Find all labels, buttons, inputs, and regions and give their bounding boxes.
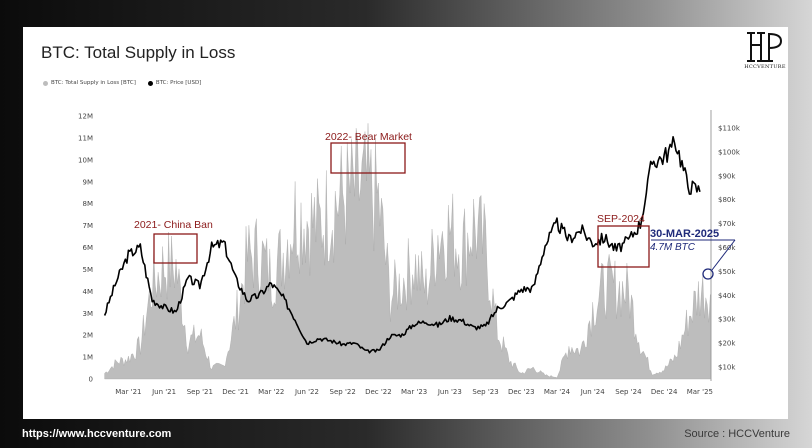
- x-axis-tick-label: Jun '24: [580, 388, 606, 396]
- x-axis-tick-label: Jun '22: [294, 388, 319, 396]
- x-axis-tick-label: Sep '21: [187, 388, 213, 396]
- annotation-box-china-ban: [153, 233, 198, 264]
- x-axis-tick-label: Mar '22: [258, 388, 284, 396]
- annotation-circle-mar-2025: [702, 268, 714, 280]
- right-axis-tick-label: $50k: [718, 268, 736, 276]
- legend-label-supply-loss: BTC: Total Supply in Loss [BTC]: [51, 80, 136, 86]
- right-axis-tick-label: $90k: [718, 172, 736, 180]
- right-y-axis: $10k $20k $30k $40k $50k $60k $70k $80k $90k $100…: [710, 110, 741, 381]
- right-axis-tick-label: $60k: [718, 244, 736, 252]
- annotation-label-4-7m-btc: 4.7M BTC: [650, 242, 696, 253]
- left-axis-tick-label: 10M: [78, 156, 93, 164]
- right-axis-tick-label: $70k: [718, 220, 736, 228]
- annotation-box-bear-market: [330, 142, 406, 174]
- x-axis-tick-label: Dec '22: [365, 388, 392, 396]
- x-axis-tick-label: Sep '24: [615, 388, 642, 396]
- right-axis-tick-label: $110k: [718, 124, 741, 132]
- legend-item-supply-loss[interactable]: BTC: Total Supply in Loss [BTC]: [43, 80, 136, 86]
- annotation-label-bear-market: 2022- Bear Market: [325, 131, 412, 143]
- chart-legend: BTC: Total Supply in Loss [BTC] BTC: Pri…: [43, 80, 201, 86]
- left-axis-tick-label: 4M: [83, 288, 94, 296]
- annotation-mar-2025: 30-MAR-2025 4.7M BTC: [650, 228, 736, 280]
- left-axis-tick-label: 12M: [78, 113, 93, 121]
- annotation-bear-market: 2022- Bear Market: [325, 131, 412, 174]
- chart-card: BTC: Total Supply in Loss HCCVENTURE BTC…: [23, 27, 788, 419]
- supply-in-loss-area-layer: [104, 123, 711, 380]
- hcc-logo: HCCVENTURE: [743, 31, 787, 71]
- logo-wordmark: HCCVENTURE: [744, 64, 786, 70]
- footer-source: Source : HCCVenture: [684, 428, 790, 440]
- legend-swatch-price: [147, 80, 153, 86]
- right-axis-tick-label: $80k: [718, 196, 736, 204]
- price-line-layer: [103, 136, 701, 354]
- x-axis-tick-label: Mar '24: [544, 388, 571, 396]
- left-axis-tick-label: 8M: [83, 200, 94, 208]
- left-axis-tick-label: 7M: [83, 222, 94, 230]
- left-axis-tick-label: 6M: [83, 244, 94, 252]
- annotation-pointer-mar-2025: [711, 239, 736, 271]
- right-axis-tick-label: $20k: [718, 340, 736, 348]
- chart-title: BTC: Total Supply in Loss: [41, 43, 236, 62]
- left-axis-tick-label: 1M: [83, 354, 94, 362]
- x-axis-tick-label: Dec '21: [222, 388, 249, 396]
- supply-in-loss-area: [104, 123, 711, 380]
- annotation-label-sep-2024: SEP-2024: [597, 213, 645, 225]
- left-axis-tick-label: 0: [89, 376, 93, 384]
- right-axis-tick-label: $40k: [718, 292, 736, 300]
- left-y-axis: 0 1M 2M 3M 4M 5M 6M 7M 8M 9M 10M 11M 12M: [78, 113, 93, 384]
- annotation-china-ban: 2021- China Ban: [134, 219, 213, 264]
- left-axis-tick-label: 5M: [83, 266, 94, 274]
- annotation-label-mar-2025: 30-MAR-2025: [650, 228, 719, 240]
- legend-label-price: BTC: Price [USD]: [155, 80, 202, 86]
- x-axis-tick-label: Sep '23: [472, 388, 498, 396]
- annotation-box-sep-2024: [597, 225, 650, 268]
- x-axis-tick-label: Jun '21: [151, 388, 176, 396]
- left-axis-tick-label: 2M: [83, 332, 94, 340]
- footer-website-link[interactable]: https://www.hccventure.com: [22, 428, 172, 440]
- price-line: [103, 136, 701, 354]
- right-axis-tick-label: $10k: [718, 364, 736, 372]
- left-axis-tick-label: 11M: [78, 134, 93, 142]
- legend-item-price[interactable]: BTC: Price [USD]: [147, 80, 202, 86]
- right-axis-tick-label: $30k: [718, 316, 736, 324]
- left-axis-tick-label: 9M: [83, 178, 94, 186]
- x-axis-tick-label: Mar '23: [401, 388, 427, 396]
- x-axis: Mar '21 Jun '21 Sep '21 Dec '21 Mar '22 Jun '…: [115, 388, 713, 396]
- legend-swatch-supply-loss: [43, 80, 48, 86]
- annotation-sep-2024: SEP-2024: [597, 213, 650, 268]
- left-axis-tick-label: 3M: [83, 310, 94, 318]
- hcc-monogram-logo-icon: [747, 32, 783, 62]
- supply-in-loss-chart: 0 1M 2M 3M 4M 5M 6M 7M 8M 9M 10M 11M 12M $10k $20k $30…: [78, 110, 741, 396]
- x-axis-tick-label: Mar '21: [115, 388, 141, 396]
- x-axis-tick-label: Mar '25: [687, 388, 713, 396]
- right-axis-tick-label: $100k: [718, 148, 741, 156]
- annotation-label-china-ban: 2021- China Ban: [134, 219, 213, 231]
- x-axis-tick-label: Dec '24: [651, 388, 678, 396]
- x-axis-tick-label: Jun '23: [437, 388, 462, 396]
- x-axis-tick-label: Dec '23: [508, 388, 535, 396]
- x-axis-tick-label: Sep '22: [330, 388, 356, 396]
